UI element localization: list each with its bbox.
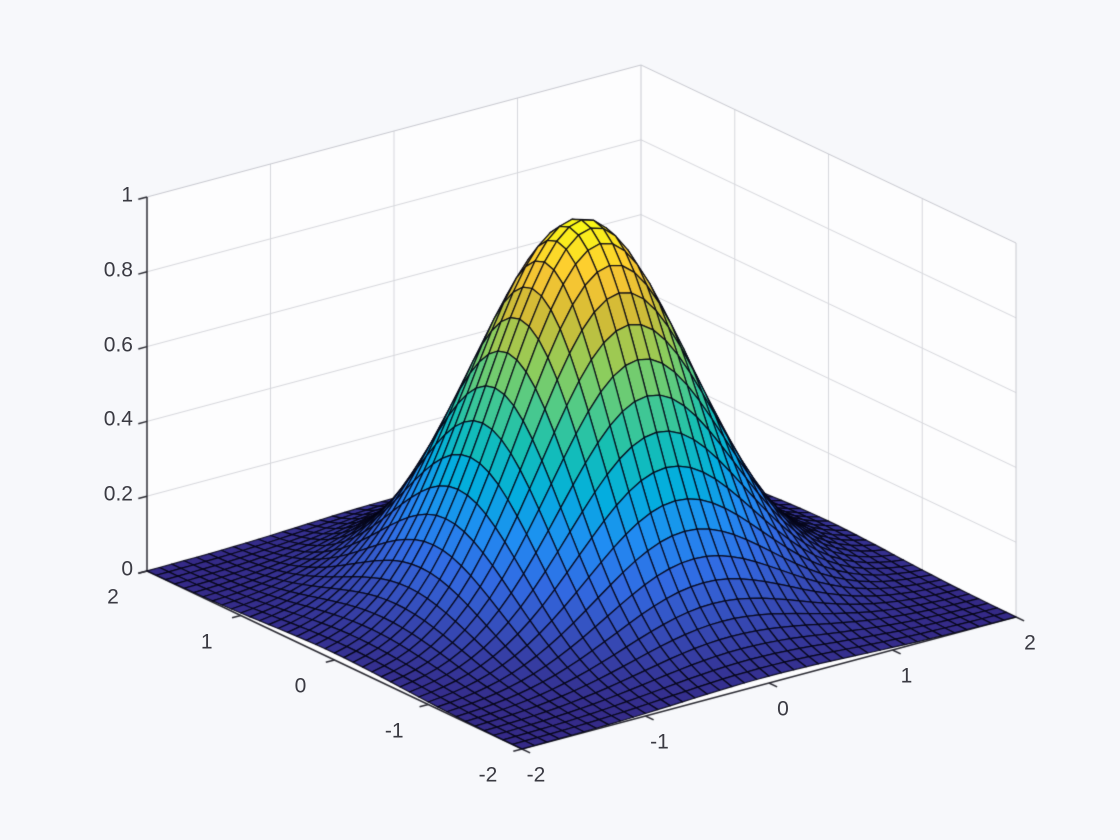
y-axis-tick-label: 1 — [200, 630, 213, 653]
z-axis-tick-label: 0.4 — [103, 407, 133, 431]
z-axis-tick-label: 0.6 — [103, 333, 133, 357]
z-axis-tick-label: 1 — [121, 183, 133, 207]
x-axis-tick-label: -2 — [526, 763, 546, 787]
x-axis-tick-label: 0 — [777, 697, 789, 721]
z-axis-tick-label: 0 — [121, 557, 133, 581]
x-axis-tick-label: 1 — [900, 664, 913, 688]
y-axis-tick-label: -2 — [478, 763, 498, 787]
z-axis-tick-label: 0.8 — [103, 258, 133, 282]
y-axis-tick-label: -1 — [384, 719, 404, 742]
y-axis-tick-label: 0 — [294, 674, 307, 698]
z-axis-tick-label: 0.2 — [103, 482, 133, 506]
x-axis-tick-label: -1 — [650, 730, 669, 754]
y-axis-tick-label: 2 — [107, 585, 119, 609]
x-axis-tick-label: 2 — [1024, 631, 1036, 655]
